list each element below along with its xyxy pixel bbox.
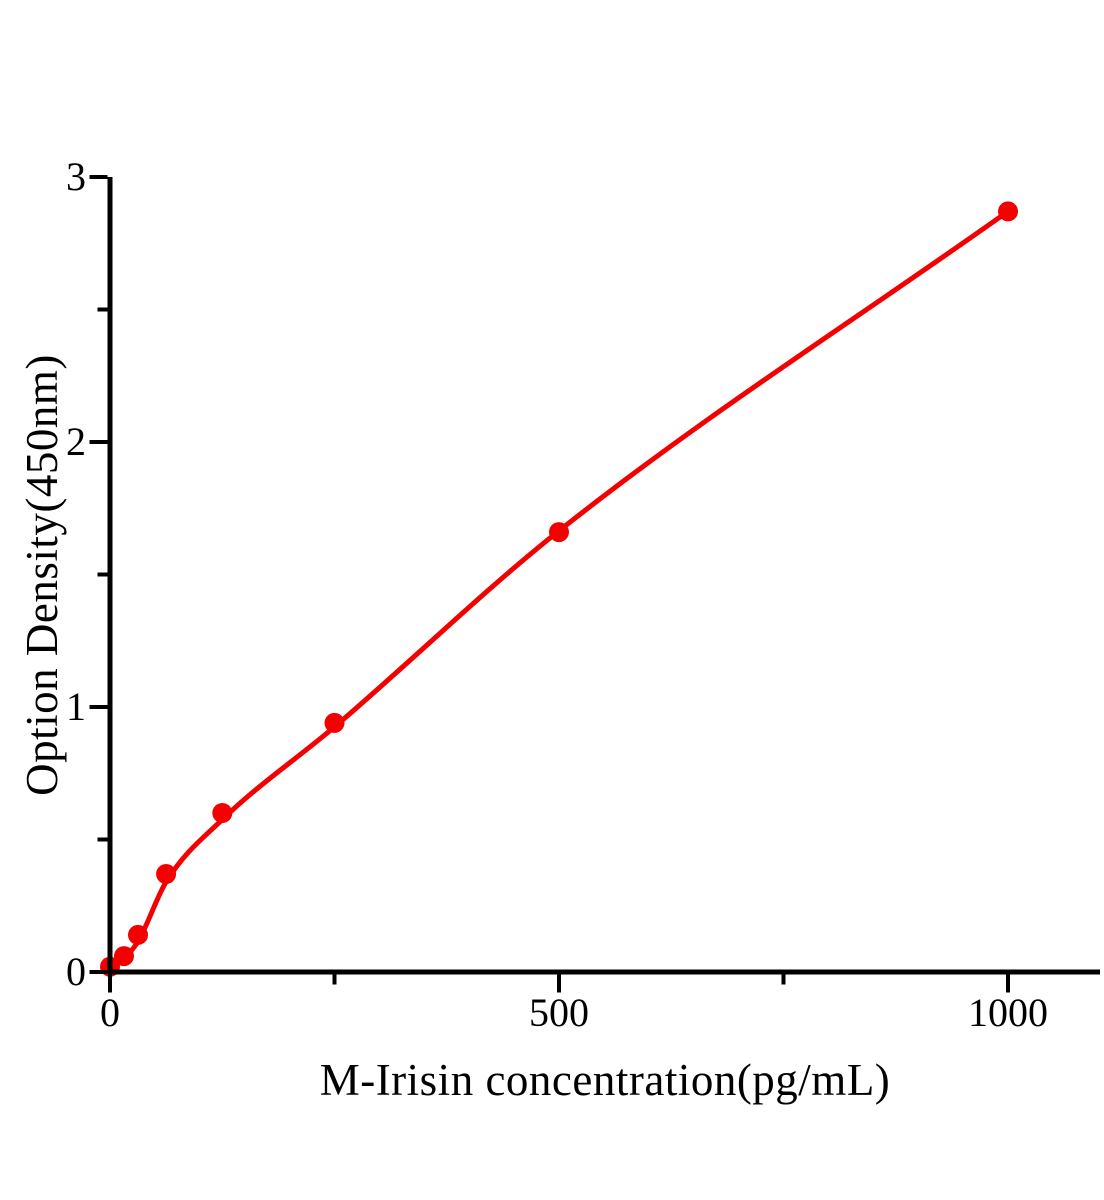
y-tick-label: 0	[66, 949, 86, 994]
data-point	[156, 864, 177, 884]
fit-curve	[107, 208, 1011, 974]
x-tick-label: 500	[529, 990, 589, 1035]
y-axis-title: Option Density(450nm)	[17, 354, 67, 796]
data-point	[998, 201, 1018, 222]
data-point	[212, 803, 233, 823]
y-tick-label: 3	[66, 154, 86, 199]
x-axis-title: M-Irisin concentration(pg/mL)	[319, 1055, 891, 1105]
data-point	[114, 946, 134, 967]
y-tick-label: 2	[66, 419, 86, 464]
y-tick-label: 1	[66, 684, 86, 729]
data-point	[324, 712, 345, 733]
x-tick-label: 0	[100, 990, 120, 1035]
x-tick-label: 1000	[968, 990, 1048, 1035]
data-point	[128, 924, 148, 945]
data-point	[549, 522, 569, 543]
